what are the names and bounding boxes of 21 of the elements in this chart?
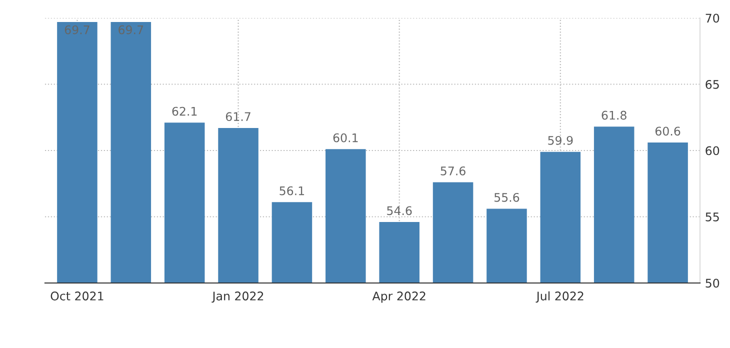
x-tick-label: Apr 2022 [372, 292, 426, 303]
data-label: 54.6 [387, 206, 412, 216]
y-tick-label: 50 [706, 278, 720, 288]
data-label: 60.6 [655, 126, 680, 136]
data-label: 56.1 [280, 186, 304, 196]
data-label: 61.7 [226, 112, 250, 122]
data-label: 55.6 [494, 192, 520, 202]
y-tick-label: 70 [706, 14, 720, 23]
data-label: 60.1 [333, 133, 358, 142]
x-tick-label: Oct 2021 [50, 292, 104, 300]
y-tick-label: 60 [706, 146, 720, 156]
data-label: 61.8 [602, 110, 626, 120]
x-tick-label: Jul 2022 [536, 291, 584, 303]
x-tick-label: Jan 2022 [212, 292, 264, 303]
data-label: 62.1 [172, 106, 197, 116]
y-tick-label: 65 [706, 80, 719, 89]
data-label: 59.9 [548, 136, 573, 145]
y-tick-label: 55 [706, 212, 719, 222]
data-label: 57.6 [440, 166, 466, 176]
data-label: 69.7 [64, 25, 90, 34]
data-label: 69.7 [118, 25, 144, 34]
